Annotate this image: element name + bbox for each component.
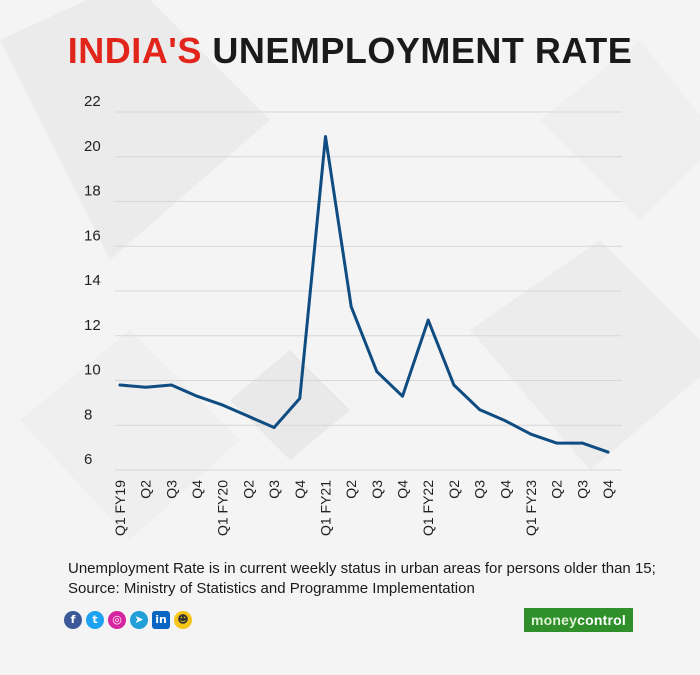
data-point <box>169 383 173 387</box>
data-point <box>503 419 507 423</box>
data-point <box>349 305 353 309</box>
data-point <box>580 441 584 445</box>
data-point <box>272 426 276 429</box>
telegram-icon[interactable]: ➤ <box>130 611 148 629</box>
data-point <box>426 318 430 322</box>
x-tick-label: Q3 <box>266 480 282 499</box>
x-tick-label: Q3 <box>369 480 385 499</box>
x-tick-label: Q3 <box>163 480 179 499</box>
y-tick-label: 16 <box>84 227 101 244</box>
series-line <box>118 135 610 454</box>
twitter-icon[interactable]: t <box>86 611 104 629</box>
x-tick-label: Q1 FY23 <box>523 480 539 536</box>
x-tick-label: Q2 <box>138 480 154 499</box>
data-point <box>195 394 199 398</box>
data-point <box>529 432 533 436</box>
data-point <box>478 408 481 411</box>
data-point <box>144 385 148 389</box>
chart-title: INDIA'S UNEMPLOYMENT RATE <box>0 30 700 72</box>
y-tick-label: 20 <box>84 138 101 155</box>
y-tick-label: 12 <box>84 317 101 334</box>
x-tick-label: Q4 <box>189 480 205 499</box>
data-point <box>118 383 122 387</box>
moneycontrol-logo: moneycontrol <box>524 608 633 632</box>
data-point <box>298 397 302 400</box>
linkedin-icon[interactable]: in <box>152 611 170 629</box>
x-tick-label: Q4 <box>292 480 308 499</box>
x-tick-label: Q2 <box>446 480 462 499</box>
y-tick-label: 8 <box>84 406 92 423</box>
x-tick-label: Q2 <box>240 480 256 499</box>
title-part-black: UNEMPLOYMENT RATE <box>212 30 633 71</box>
data-point <box>555 441 559 445</box>
chart-note: Unemployment Rate is in current weekly s… <box>68 560 656 597</box>
x-tick-label: Q3 <box>574 480 590 499</box>
y-tick-label: 14 <box>84 272 101 289</box>
snapchat-icon[interactable]: ☻ <box>174 611 192 629</box>
x-tick-label: Q4 <box>395 480 411 499</box>
x-tick-label: Q1 FY22 <box>420 480 436 536</box>
y-tick-label: 18 <box>84 183 101 200</box>
x-tick-label: Q4 <box>600 480 616 499</box>
data-point <box>606 450 610 454</box>
y-tick-label: 22 <box>84 93 101 110</box>
y-tick-label: 10 <box>84 362 101 379</box>
x-tick-label: Q2 <box>343 480 359 499</box>
brand-part-1: money <box>531 612 578 628</box>
x-tick-label: Q2 <box>549 480 565 499</box>
x-tick-label: Q1 FY19 <box>112 480 128 536</box>
data-point <box>221 403 225 407</box>
brand-part-2: control <box>577 612 626 628</box>
data-point <box>452 383 456 387</box>
data-point <box>401 394 404 398</box>
data-point <box>324 135 327 139</box>
instagram-icon[interactable]: ◎ <box>108 611 126 629</box>
social-icons: f t ◎ ➤ in ☻ <box>64 611 192 629</box>
facebook-icon[interactable]: f <box>64 611 82 629</box>
y-tick-label: 6 <box>84 451 92 468</box>
x-tick-label: Q1 FY20 <box>215 480 231 536</box>
x-tick-label: Q4 <box>497 480 513 499</box>
data-point <box>247 414 250 418</box>
title-part-red: INDIA'S <box>67 30 202 71</box>
data-point <box>375 370 379 373</box>
x-tick-label: Q3 <box>472 480 488 499</box>
x-tick-label: Q1 FY21 <box>317 480 333 536</box>
